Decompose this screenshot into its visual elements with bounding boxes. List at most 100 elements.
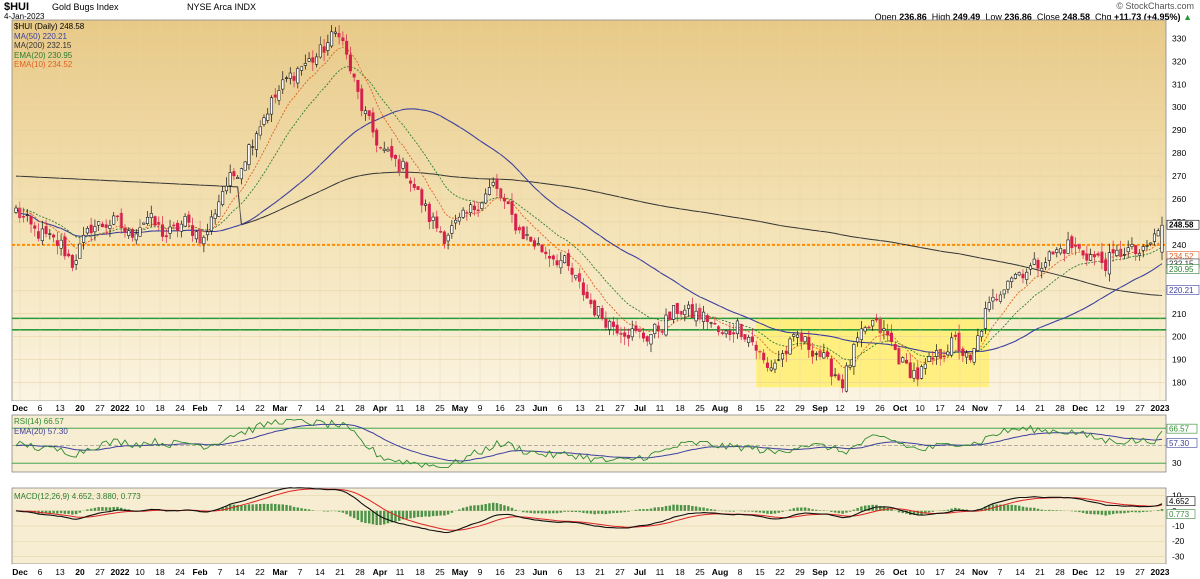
candle: [487, 187, 491, 195]
x-tick-label: Feb: [192, 403, 207, 413]
candle: [784, 350, 788, 354]
x-tick-label: 25: [435, 567, 445, 577]
x-tick-label: 27: [95, 403, 105, 413]
macd-histogram-bar: [773, 510, 777, 514]
macd-histogram-bar: [225, 506, 228, 511]
candle: [630, 328, 634, 338]
candle: [950, 337, 954, 356]
price-tick-label: 240: [1172, 240, 1186, 250]
macd-histogram-bar: [93, 507, 97, 511]
price-value-tag: [1166, 264, 1200, 274]
candle: [536, 243, 540, 246]
candle: [1145, 245, 1149, 247]
x-tick-label: 21: [335, 567, 345, 577]
macd-histogram-bar: [1111, 510, 1115, 515]
x-tick-label: 27: [615, 567, 625, 577]
macd-histogram-bar: [443, 510, 446, 516]
candle: [548, 256, 552, 259]
candle: [871, 319, 875, 327]
x-tick-label: 8: [738, 403, 743, 413]
candle: [976, 335, 980, 351]
x-axis-band-top: [12, 401, 1166, 414]
macd-histogram-bar: [1051, 510, 1055, 511]
macd-histogram-bar: [555, 510, 559, 514]
macd-value-tag: [1166, 509, 1196, 519]
candle: [435, 216, 439, 229]
macd-histogram-bar: [431, 510, 435, 517]
macd-histogram-bar: [698, 507, 702, 511]
candle: [281, 79, 285, 90]
x-tick-label: 6: [558, 567, 563, 577]
candle: [322, 46, 326, 53]
macd-histogram-bar: [503, 505, 506, 511]
macd-tick-label: -10: [1172, 521, 1185, 531]
candle: [1096, 253, 1100, 256]
candle: [1043, 262, 1048, 268]
candle: [1025, 271, 1029, 280]
candle: [814, 353, 818, 355]
candle: [957, 332, 961, 352]
macd-histogram-bar: [266, 504, 269, 511]
x-tick-label: 14: [1015, 567, 1025, 577]
candle: [149, 213, 153, 218]
macd-histogram-bar: [942, 510, 946, 511]
candle: [427, 203, 431, 222]
x-tick-label: 18: [155, 567, 165, 577]
candle: [457, 216, 461, 222]
macd-histogram-bar: [1036, 508, 1040, 511]
candle: [675, 303, 679, 314]
macd-histogram-bar: [1021, 506, 1025, 511]
x-tick-label: 19: [1115, 567, 1125, 577]
macd-histogram-bar: [304, 508, 307, 511]
macd-histogram-bar: [570, 510, 574, 512]
x-tick-label: 20: [75, 403, 85, 413]
macd-histogram-bar: [916, 510, 919, 516]
legend-ma50: MA(50) 220.21: [14, 31, 67, 41]
candle: [1002, 289, 1006, 295]
macd-histogram-bar: [702, 507, 705, 511]
x-tick-label: 19: [1115, 403, 1125, 413]
candle: [258, 126, 262, 136]
price-tick-label: 260: [1172, 194, 1186, 204]
candle: [687, 304, 691, 309]
candle: [897, 348, 901, 365]
candle: [446, 234, 450, 242]
x-tick-label: 13: [55, 403, 65, 413]
candle: [345, 40, 349, 55]
macd-histogram-bar: [473, 505, 476, 511]
macd-histogram-bar: [770, 510, 773, 514]
macd-histogram-bar: [480, 504, 484, 511]
x-tick-label: 24: [175, 403, 185, 413]
symbol: $HUI: [4, 1, 30, 13]
candle: [1081, 250, 1085, 256]
candle: [502, 198, 506, 202]
macd-histogram-bar: [1081, 510, 1085, 513]
candle: [93, 226, 97, 233]
macd-histogram-bar: [240, 505, 243, 511]
macd-histogram-bar: [97, 507, 100, 511]
candle: [217, 201, 221, 217]
rsi-value-label: 57.30: [1169, 439, 1190, 448]
candle: [649, 334, 653, 345]
legend-ema10: EMA(10) 234.52: [14, 60, 73, 70]
macd-histogram-bar: [247, 504, 251, 511]
candle: [97, 221, 101, 226]
macd-histogram-bar: [484, 503, 487, 511]
candle: [1070, 236, 1074, 249]
ema20-line: [15, 66, 1163, 361]
macd-histogram-bar: [803, 507, 807, 511]
candle: [74, 260, 78, 265]
candle: [1055, 249, 1059, 253]
macd-histogram-bar: [634, 509, 638, 511]
macd-histogram-bar: [379, 510, 382, 525]
candle: [172, 224, 176, 227]
price-legend: $HUI (Daily) 248.58 MA(50) 220.21 MA(200…: [14, 22, 84, 70]
candle: [1028, 265, 1033, 270]
macd-histogram-bar: [458, 509, 461, 511]
candle: [1126, 247, 1130, 253]
macd-legend: MACD(12,26,9) 4.652, 3.880, 0.773: [14, 492, 141, 502]
x-tick-label: 21: [335, 403, 345, 413]
index-name: Gold Bugs Index: [52, 2, 119, 12]
candle: [935, 350, 939, 357]
macd-histogram-bar: [59, 510, 63, 514]
